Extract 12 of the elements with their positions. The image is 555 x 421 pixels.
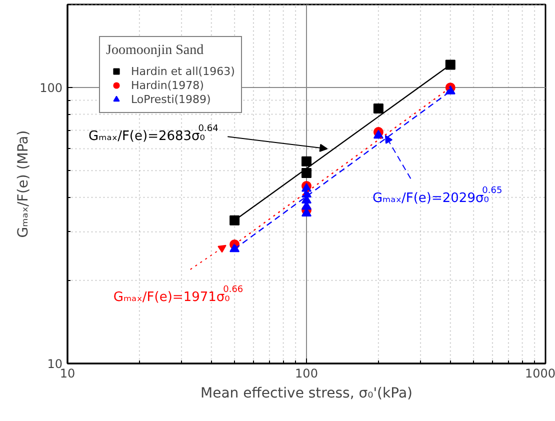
y-axis-title: Gₘₐₓ/F(e) (MPa): [16, 130, 32, 238]
annotation: Gₘₐₓ/F(e)=2683σ₀0.64: [88, 124, 219, 144]
annotation: Gₘₐₓ/F(e)=1971σ₀0.66: [113, 284, 244, 305]
x-axis-title: Mean effective stress, σ₀'(kPa): [200, 386, 412, 402]
x-tick-label: 100: [295, 366, 318, 380]
legend-label: Hardin et all(1963): [131, 64, 235, 78]
legend-label: LoPresti(1989): [131, 92, 211, 106]
legend-title: Joomoonjin Sand: [106, 43, 205, 59]
legend-label: Hardin(1978): [131, 78, 204, 92]
x-tick-label: 10: [60, 366, 76, 380]
x-tick-label: 1000: [524, 366, 555, 380]
annotation: Gₘₐₓ/F(e)=2029σ₀0.65: [372, 186, 502, 206]
